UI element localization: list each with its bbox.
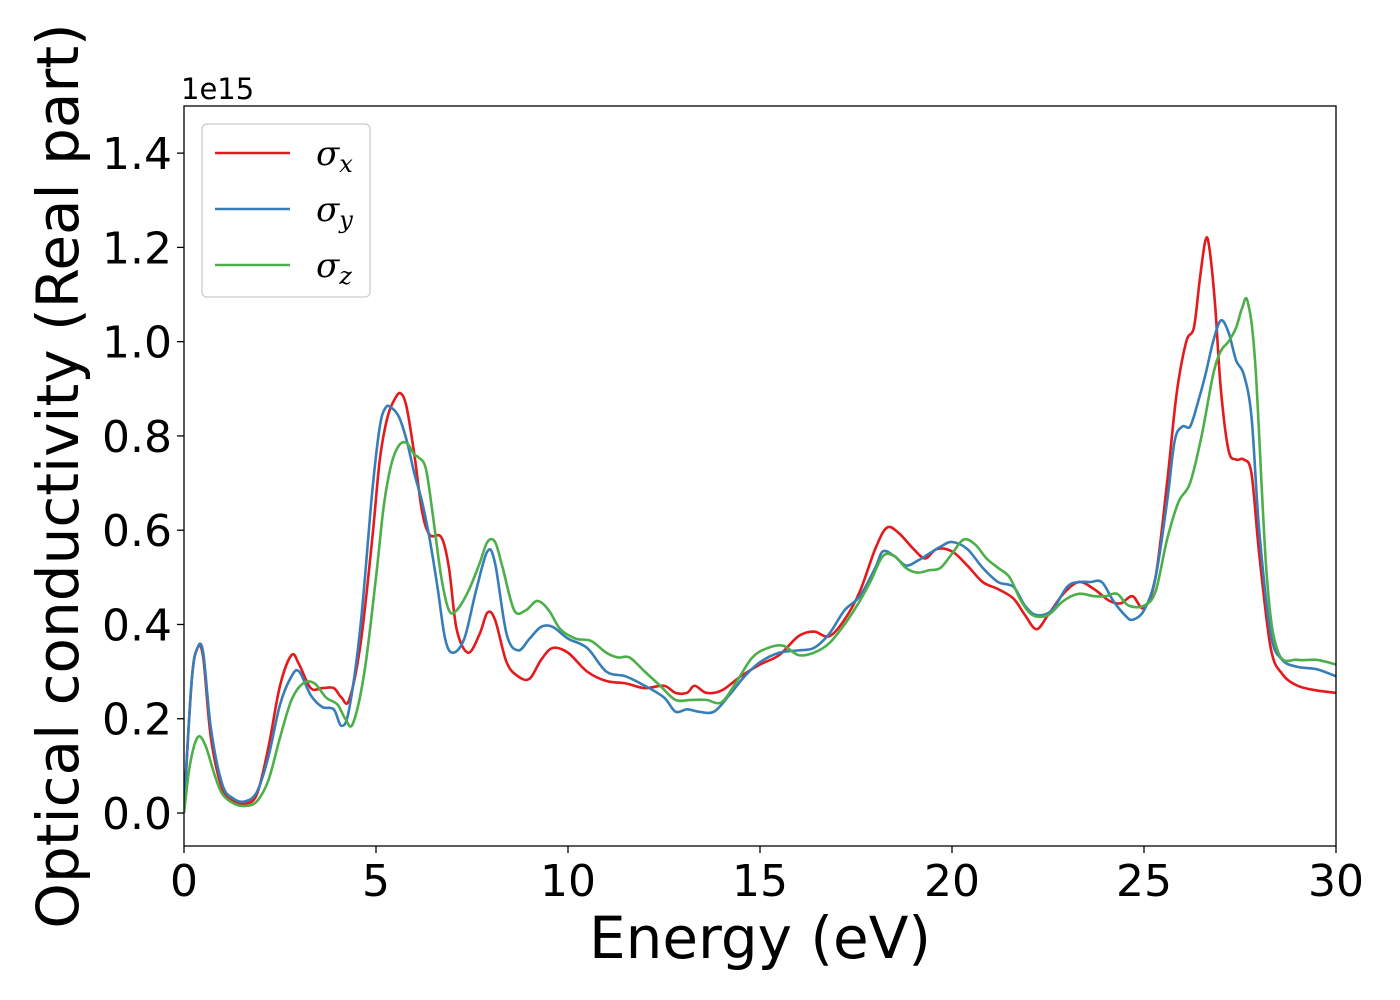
- y-tick-label: 0.8: [102, 412, 172, 463]
- x-tick-label: 0: [170, 856, 198, 907]
- y-axis-ticks: 0.0 0.2 0.4 0.6 0.8 1.0 1.2 1.4: [102, 129, 184, 840]
- x-tick-label: 30: [1308, 856, 1364, 907]
- y-offset-label: 1e15: [181, 72, 254, 106]
- x-tick-label: 5: [362, 856, 390, 907]
- x-tick-label: 20: [924, 856, 980, 907]
- y-tick-label: 0.2: [102, 695, 172, 746]
- x-axis-label: Energy (eV): [589, 904, 931, 972]
- y-tick-label: 1.2: [102, 223, 172, 274]
- y-tick-label: 0.4: [102, 600, 172, 651]
- y-tick-label: 0.6: [102, 506, 172, 557]
- series-line-sigma-z: [184, 296, 1336, 814]
- legend-box: [201, 123, 371, 298]
- x-axis-ticks: 0 5 10 15 20 25 30: [170, 846, 1364, 907]
- y-tick-label: 1.4: [102, 129, 172, 180]
- y-tick-label: 1.0: [102, 318, 172, 369]
- series-lines: [184, 236, 1336, 814]
- x-tick-label: 25: [1116, 856, 1172, 907]
- y-tick-label: 0.0: [102, 789, 172, 840]
- x-tick-label: 15: [732, 856, 788, 907]
- series-line-sigma-x: [184, 236, 1336, 809]
- y-axis-label: Optical conductivity (Real part): [24, 23, 92, 928]
- x-tick-label: 10: [540, 856, 596, 907]
